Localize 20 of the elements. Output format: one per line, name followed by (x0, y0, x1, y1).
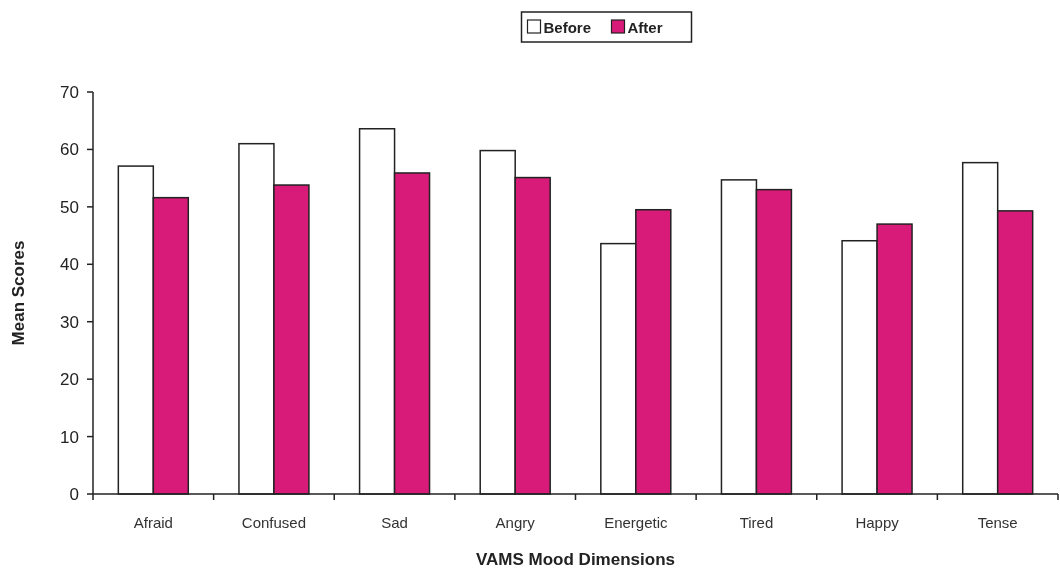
x-tick-label: Confused (241, 514, 307, 531)
y-tick-label: 60 (60, 140, 79, 160)
x-tick-label: Tense (977, 514, 1018, 531)
x-axis-title: VAMS Mood Dimensions (476, 550, 675, 569)
y-tick-label: 10 (60, 427, 79, 447)
y-tick-label: 20 (60, 370, 79, 390)
x-tick-label: Angry (495, 514, 536, 531)
x-tick-label: Happy (855, 514, 900, 531)
y-tick-label: 0 (69, 484, 79, 504)
y-tick-label: 70 (60, 82, 79, 102)
x-tick-label: Afraid (133, 514, 173, 531)
legend-label: After (627, 19, 663, 36)
x-tick-label: Tired (739, 514, 774, 531)
x-tick-label: Sad (381, 514, 408, 531)
y-axis-title: Mean Scores (9, 240, 28, 346)
legend-label: Before (543, 19, 592, 36)
y-tick-label: 40 (60, 255, 79, 275)
y-tick-label: 30 (60, 312, 79, 332)
y-tick-label: 50 (60, 197, 79, 217)
x-tick-label: Energetic (604, 514, 668, 531)
